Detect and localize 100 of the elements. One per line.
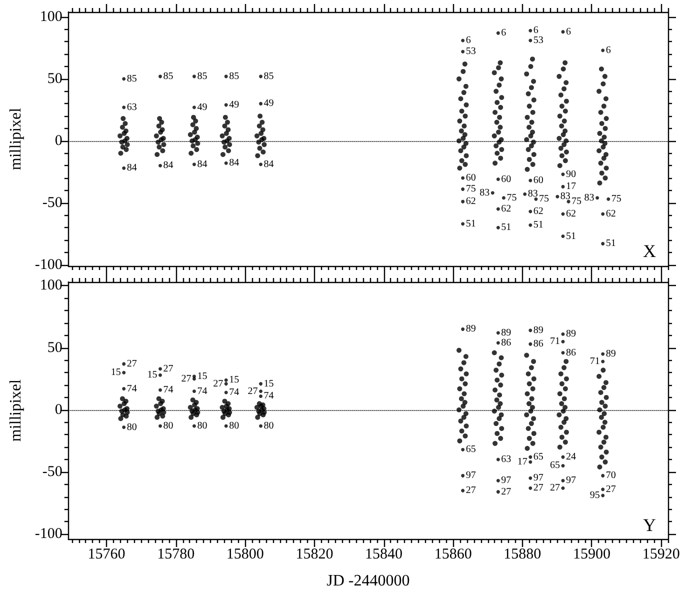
point	[461, 176, 465, 180]
x-tick-label: 15920	[642, 546, 680, 562]
annotation: 83	[528, 188, 538, 200]
annotation: 49	[264, 98, 274, 110]
annotation: 49	[197, 102, 208, 113]
annotation: 70	[606, 470, 616, 482]
y-tick-label: -50	[42, 464, 62, 480]
point	[561, 184, 565, 188]
point	[158, 367, 162, 371]
point	[528, 178, 532, 182]
annotation: 27	[126, 358, 137, 370]
point	[561, 234, 565, 238]
annotation: 24	[566, 452, 576, 463]
annotation: 49	[229, 99, 240, 110]
point	[496, 31, 500, 35]
point	[122, 426, 126, 430]
point	[496, 178, 500, 182]
annotation: 84	[197, 158, 208, 170]
point	[502, 196, 506, 200]
annotation: 80	[229, 420, 240, 432]
annotation: 51	[501, 222, 512, 234]
annotation: 60	[501, 174, 512, 185]
point	[461, 448, 465, 452]
annotation: Y	[643, 515, 656, 535]
point	[561, 340, 565, 344]
annotation: 27	[550, 482, 560, 494]
point	[528, 38, 532, 42]
annotation: 63	[126, 102, 137, 113]
annotation: 62	[606, 208, 616, 220]
annotation: 15	[110, 367, 121, 378]
y-tick-label: 50	[47, 70, 62, 87]
point	[158, 373, 162, 377]
x-axis-title: JD -2440000	[326, 572, 410, 590]
annotation: 53	[533, 35, 544, 46]
point	[192, 162, 196, 166]
y-tick-label: 0	[54, 132, 62, 149]
point	[461, 50, 465, 54]
annotation: 6	[466, 35, 471, 46]
point	[606, 197, 610, 201]
annotation: 63	[501, 454, 512, 466]
annotation: 65	[466, 444, 476, 456]
point	[561, 332, 565, 336]
point	[496, 226, 500, 230]
annotation: 83	[480, 187, 490, 198]
annotation: 6	[606, 44, 611, 56]
point	[561, 486, 565, 490]
point	[158, 388, 162, 392]
x-tick-label: 15860	[434, 546, 472, 562]
annotation: 62	[533, 206, 544, 217]
annotation: 84	[229, 158, 240, 169]
point	[259, 390, 263, 394]
point	[601, 494, 605, 498]
point	[122, 387, 126, 391]
point	[561, 351, 565, 355]
annotation: 51	[533, 220, 544, 231]
annotation: 80	[126, 422, 137, 433]
annotation: 85	[264, 70, 274, 82]
annotation: 84	[126, 162, 137, 174]
annotation: 84	[163, 160, 174, 172]
annotation: 89	[501, 327, 512, 338]
annotation: 89	[566, 328, 576, 340]
annotation: 27	[466, 485, 476, 496]
point	[561, 464, 565, 468]
annotation: 75	[466, 184, 476, 195]
annotation: 27	[501, 486, 512, 498]
annotation: 75	[538, 194, 549, 205]
y-tick-label: 100	[40, 278, 62, 294]
annotation: 90	[566, 168, 576, 180]
point	[224, 161, 228, 165]
point	[224, 424, 228, 428]
point	[122, 166, 126, 170]
annotation: 74	[229, 387, 240, 398]
point	[601, 352, 605, 356]
annotation: 15	[197, 370, 208, 382]
point	[224, 378, 228, 382]
point	[224, 103, 228, 107]
annotation: 85	[229, 70, 240, 82]
point	[461, 200, 465, 204]
annotation: 27	[213, 378, 224, 390]
point	[523, 192, 527, 196]
annotation: 74	[197, 386, 208, 397]
annotation: 97	[566, 475, 576, 486]
annotation: 74	[126, 383, 137, 394]
annotation: 71	[590, 356, 600, 367]
annotation: 60	[533, 175, 544, 186]
point	[561, 30, 565, 34]
point	[496, 207, 500, 211]
point	[601, 48, 605, 52]
annotation: X	[643, 241, 656, 261]
annotation: 75	[572, 196, 582, 208]
annotation: 97	[533, 472, 544, 484]
annotation: 97	[501, 475, 512, 486]
annotation: 51	[566, 230, 576, 242]
point	[528, 210, 532, 214]
point	[496, 458, 500, 462]
point	[259, 74, 263, 78]
point	[259, 382, 263, 386]
annotation: 62	[501, 204, 512, 215]
point	[496, 478, 500, 482]
point	[192, 74, 196, 78]
